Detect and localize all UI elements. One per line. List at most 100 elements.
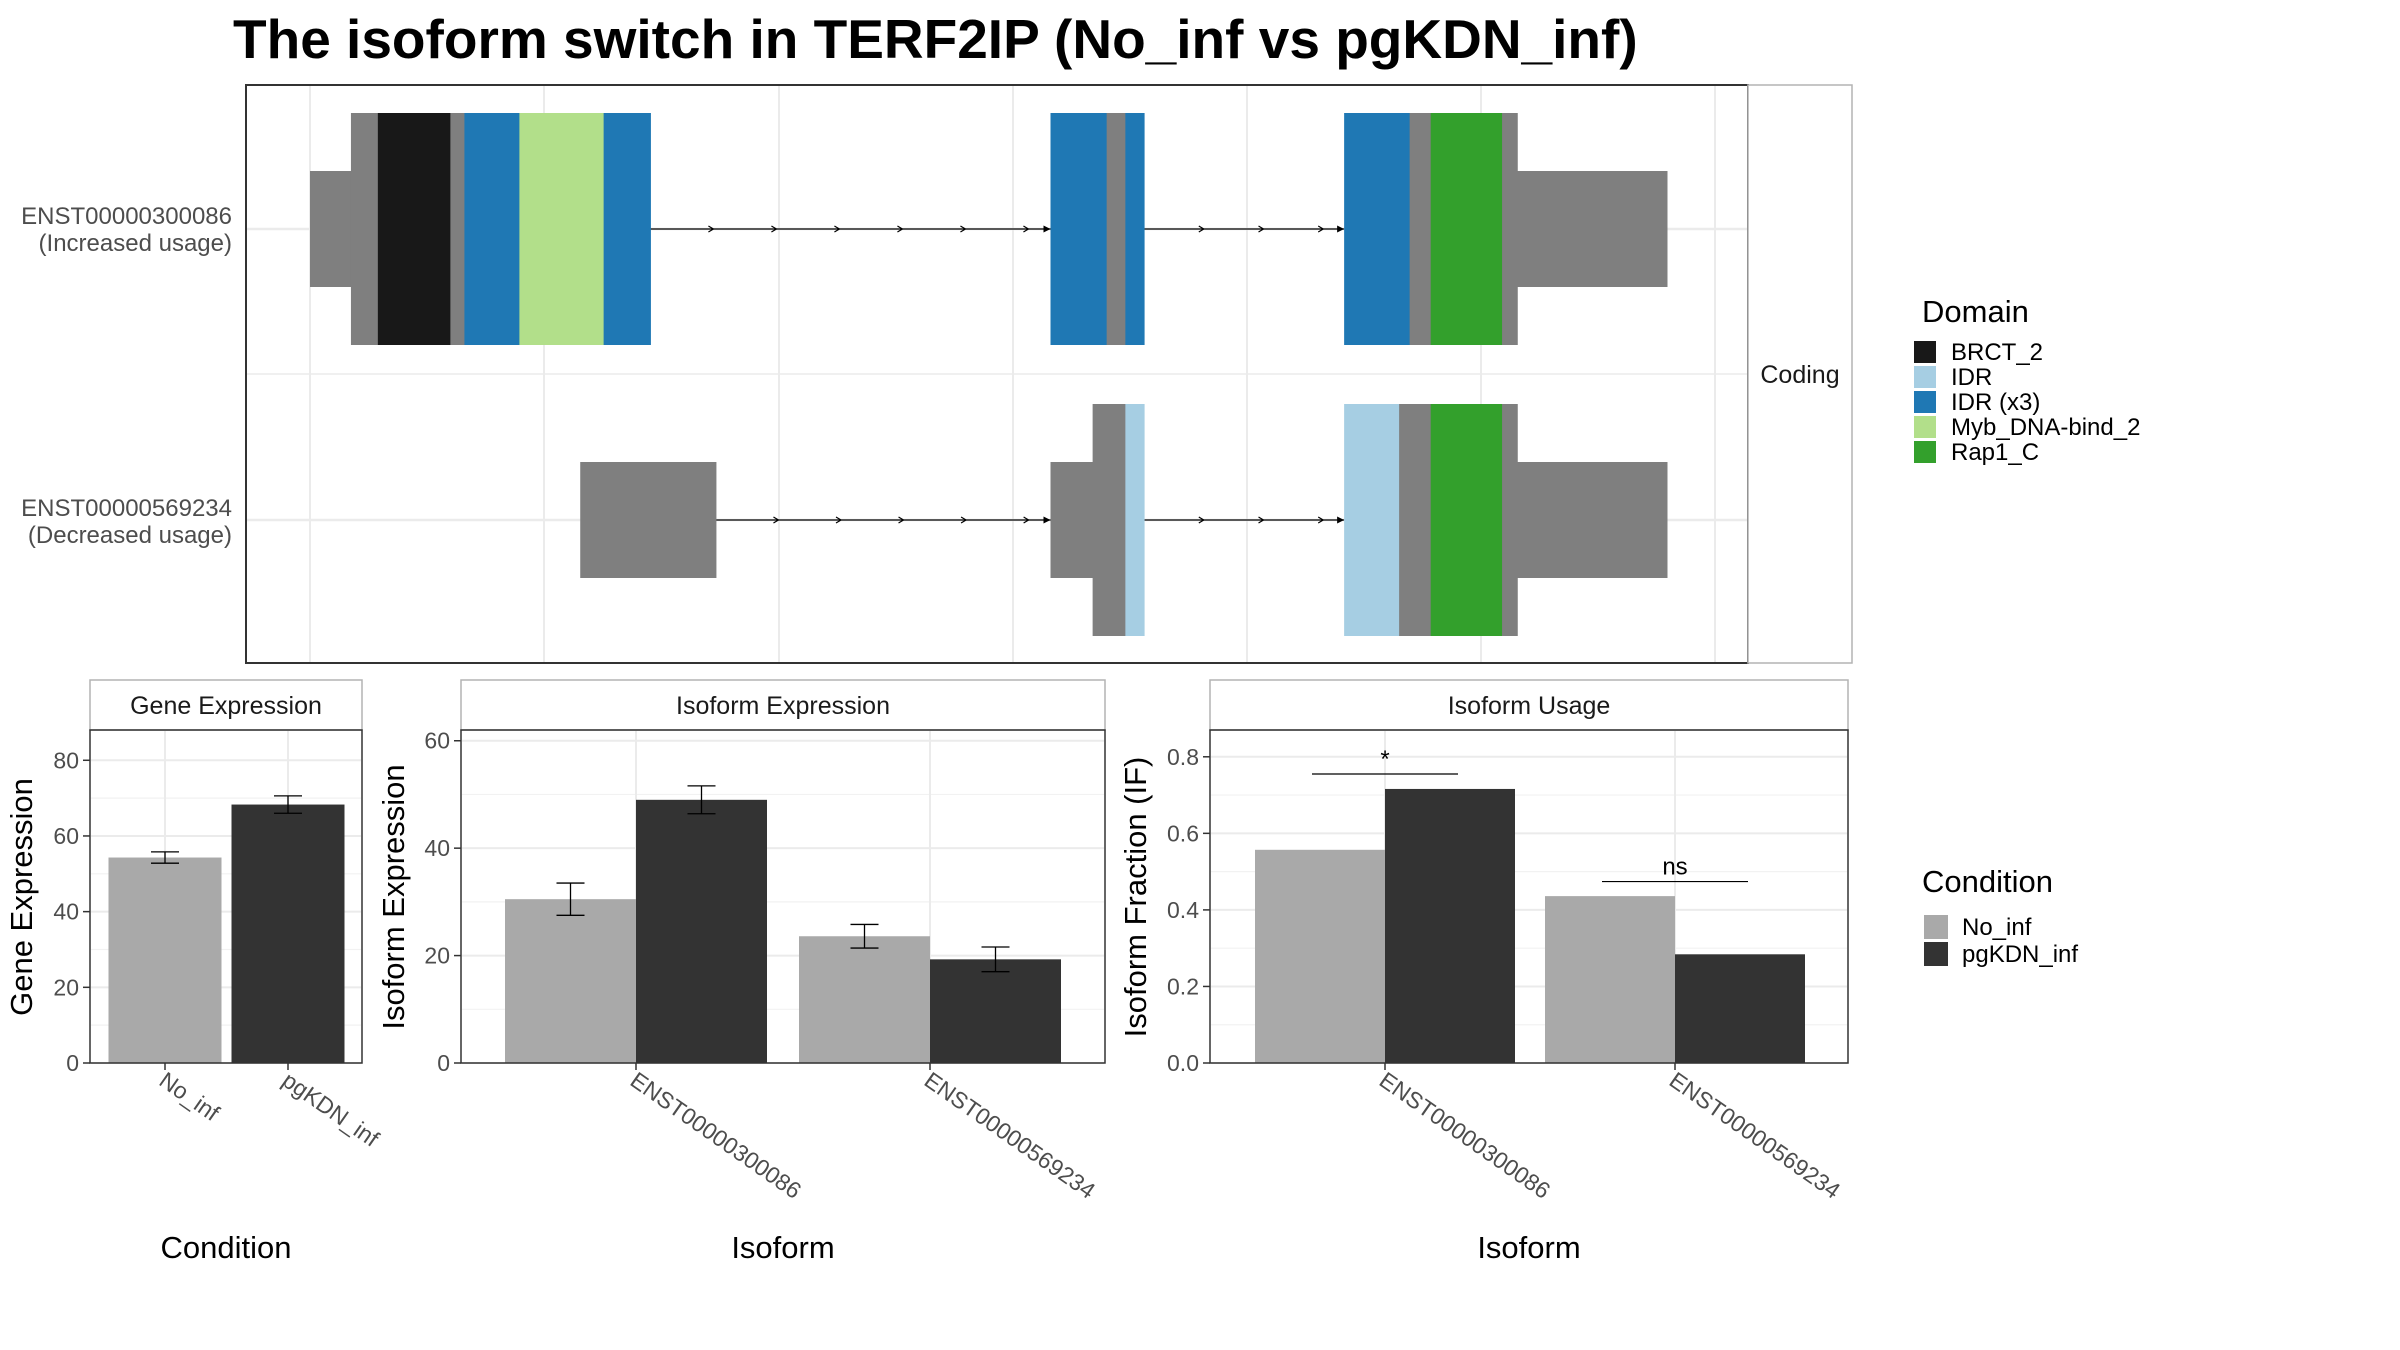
coding-block [350, 113, 379, 345]
y-tick-label: 20 [424, 943, 450, 969]
coding-block [450, 113, 465, 345]
significance-label: ns [1662, 854, 1687, 881]
domain-block-brct-2 [377, 113, 451, 345]
y-tick-label: 0.0 [1167, 1050, 1199, 1076]
coding-block [1399, 404, 1432, 636]
bar-pgkdn-inf [231, 804, 345, 1063]
domain-block-rap1-c [1430, 113, 1503, 345]
y-tick-label: 0.2 [1167, 973, 1199, 999]
y-tick-label: 0 [66, 1050, 79, 1076]
isoform-usage-x-title: Isoform [1477, 1230, 1580, 1265]
y-tick-label: 0 [437, 1050, 450, 1076]
bar-pgkdn-inf [1385, 788, 1515, 1063]
significance-label: * [1380, 746, 1389, 773]
intron-arrow [1023, 516, 1030, 524]
y-tick-label: 40 [53, 899, 79, 925]
domain-legend-key [1914, 366, 1936, 388]
gene-expression-x-title: Condition [161, 1230, 292, 1265]
x-tick-label: pgKDN_inf [278, 1067, 385, 1152]
domain-block-idr-x3- [1344, 113, 1411, 345]
y-tick-label: 40 [424, 835, 450, 861]
x-tick-label: ENST00000569234 [1665, 1067, 1846, 1204]
domain-block-myb-dna-bind-2 [519, 113, 605, 345]
utr-block [1050, 462, 1094, 578]
isoform-usage-significance: * ns [1312, 746, 1748, 883]
intron-arrow [1258, 516, 1265, 524]
domain-block-rap1-c [1430, 404, 1503, 636]
bar-no-inf [505, 899, 636, 1063]
isoform-label-2-usage: (Decreased usage) [28, 522, 232, 549]
isoform-label-1-id: ENST00000300086 [21, 203, 232, 230]
bar-pgkdn-inf [636, 799, 767, 1063]
y-tick-label: 60 [424, 728, 450, 754]
intron-arrow [898, 516, 905, 524]
domain-legend-label: IDR [1951, 364, 1992, 391]
gene-expression-y-title: Gene Expression [4, 778, 39, 1016]
isoform-usage-strip [1209, 679, 1849, 731]
isoform-expression-strip [460, 679, 1106, 731]
domain-legend-title: Domain [1922, 294, 2029, 329]
isoform-label-2-id: ENST00000569234 [21, 495, 232, 522]
y-tick-label: 60 [53, 823, 79, 849]
x-tick-label: ENST00000300086 [1375, 1067, 1555, 1204]
domain-legend-key [1914, 341, 1936, 363]
coding-block [1106, 113, 1126, 345]
intron-arrow [1258, 225, 1265, 233]
utr-block [310, 171, 352, 287]
intron-arrow [897, 225, 904, 233]
domain-legend-key [1914, 416, 1936, 438]
isoform-usage-strip-label: Isoform Usage [1448, 692, 1611, 720]
utr-block [580, 462, 717, 578]
intron-arrow [708, 225, 715, 233]
gene-expression-plot-border [89, 729, 363, 1064]
intron-arrowhead [1043, 225, 1051, 233]
intron-arrow [773, 516, 780, 524]
x-tick-label: ENST00000569234 [920, 1067, 1101, 1204]
bar-no-inf [799, 936, 930, 1063]
y-tick-label: 80 [53, 747, 79, 773]
utr-block [1517, 171, 1668, 287]
domain-block-idr-x3- [1125, 113, 1145, 345]
domain-block-idr-x3- [1050, 113, 1108, 345]
intron-arrowhead [1337, 225, 1345, 233]
intron-arrow [835, 516, 843, 524]
intron-arrow [1023, 225, 1030, 233]
intron-arrow [1198, 225, 1205, 233]
isoform-usage-panel: Isoform Usage 0.0 0.2 0.4 0.6 0.8 ENST0000030… [1118, 679, 1849, 1265]
coding-block [1502, 404, 1518, 636]
isoform-structure-panel: Coding ENST00000300086 (Increased usage)… [21, 84, 1853, 664]
domain-block-idr-x3- [464, 113, 520, 345]
condition-legend-key [1924, 942, 1948, 966]
isoform-usage-plot-border [1209, 729, 1849, 1064]
y-tick-label: 0.6 [1167, 820, 1199, 846]
y-tick-label: 0.4 [1167, 897, 1199, 923]
isoform-label-1-usage: (Increased usage) [39, 230, 232, 257]
domain-legend-label: BRCT_2 [1951, 339, 2043, 366]
domain-block-idr [1344, 404, 1400, 636]
domain-legend-key [1914, 441, 1936, 463]
isoform-usage-y-title: Isoform Fraction (IF) [1118, 757, 1153, 1038]
main-title: The isoform switch in TERF2IP (No_inf vs… [233, 8, 1638, 70]
condition-legend-key [1924, 915, 1948, 939]
condition-legend-title: Condition [1922, 864, 2053, 899]
bar-no-inf [108, 857, 222, 1063]
intron-arrow [960, 516, 968, 524]
coding-block [1409, 113, 1432, 345]
bar-pgkdn-inf [1675, 954, 1805, 1063]
intron-arrow [1317, 225, 1325, 233]
intron-arrow [960, 225, 967, 233]
gene-expression-panel: Gene Expression 0 20 40 60 80 No_inf pgKDN_inf… [4, 679, 385, 1265]
intron-arrowhead [1337, 516, 1345, 524]
facet-strip-coding [1747, 84, 1853, 664]
gene-expression-strip [89, 679, 363, 731]
gene-expression-bars [108, 795, 345, 1063]
domain-legend-label: Rap1_C [1951, 439, 2039, 466]
y-tick-label: 0.8 [1167, 744, 1199, 770]
y-tick-label: 20 [53, 974, 79, 1000]
x-tick-label: No_inf [155, 1067, 225, 1127]
intron-arrow [1198, 516, 1205, 524]
bar-no-inf [1255, 849, 1385, 1063]
